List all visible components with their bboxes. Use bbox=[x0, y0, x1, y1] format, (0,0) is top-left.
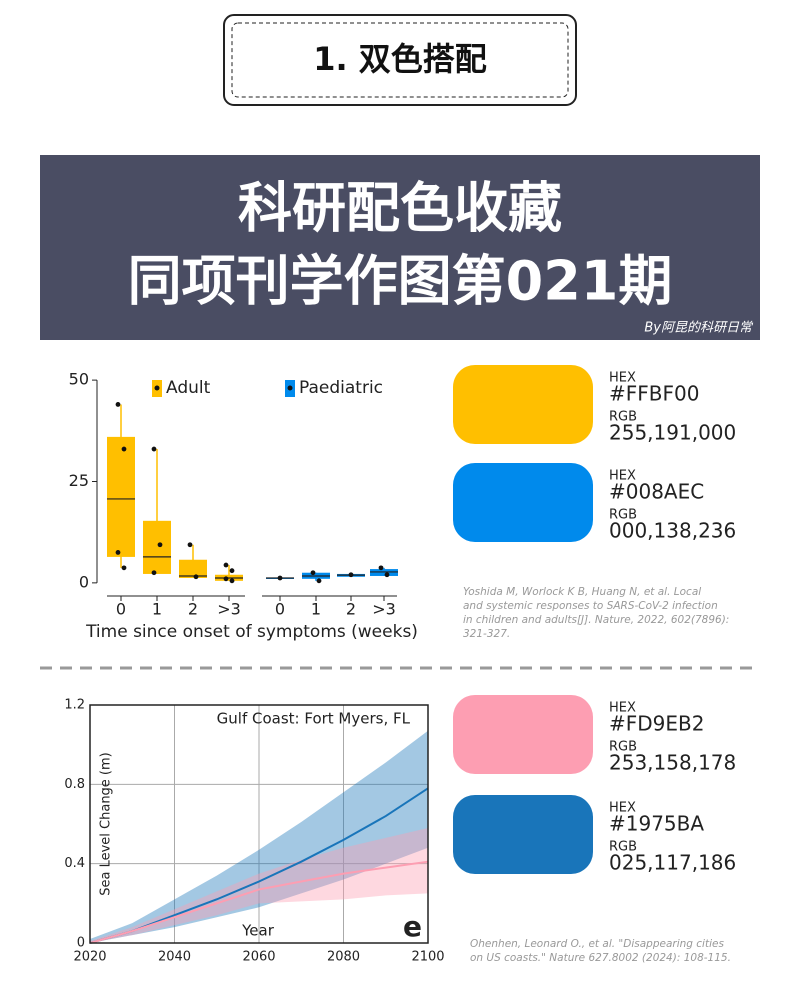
rgb-label: RGB bbox=[609, 840, 637, 855]
y-axis-title: Sea Level Change (m) bbox=[99, 752, 114, 896]
citation: on US coasts." Nature 627.8002 (2024): 1… bbox=[470, 952, 731, 964]
rgb-label: RGB bbox=[609, 410, 637, 425]
point bbox=[229, 578, 235, 584]
point bbox=[121, 446, 127, 452]
rgb-label: RGB bbox=[609, 508, 637, 523]
x-tick-label: >3 bbox=[372, 600, 396, 619]
panel-letter: e bbox=[403, 910, 422, 943]
point bbox=[316, 578, 322, 584]
hex-label: HEX bbox=[609, 371, 636, 386]
point bbox=[115, 402, 121, 407]
citation: in children and adults[J]. Nature, 2022,… bbox=[463, 614, 729, 626]
box bbox=[107, 436, 135, 557]
x-tick-label: 2100 bbox=[411, 950, 444, 965]
box bbox=[179, 559, 207, 578]
x-tick-label: 2020 bbox=[73, 950, 106, 965]
hex-value: #FFBF00 bbox=[609, 382, 699, 406]
color-swatch bbox=[453, 795, 593, 874]
point bbox=[193, 574, 199, 580]
point bbox=[223, 562, 229, 568]
banner-line: 科研配色收藏 bbox=[238, 177, 562, 240]
x-tick-label: 2 bbox=[346, 600, 356, 619]
point bbox=[151, 570, 157, 576]
x-axis-title: Year bbox=[241, 922, 275, 940]
uncertainty-band bbox=[90, 730, 428, 943]
line bbox=[89, 860, 429, 944]
x-axis-title: Time since onset of symptoms (weeks) bbox=[85, 622, 418, 642]
banner-credit: By阿昆的科研日常 bbox=[644, 321, 754, 336]
citation: Ohenhen, Leonard O., et al. "Disappearin… bbox=[470, 938, 724, 950]
x-tick-label: >3 bbox=[217, 600, 241, 619]
point bbox=[115, 550, 121, 555]
x-tick-label: 2080 bbox=[327, 950, 360, 965]
citation: 321-327. bbox=[463, 628, 510, 640]
banner bbox=[40, 155, 760, 340]
point bbox=[378, 565, 384, 571]
color-swatch bbox=[453, 365, 593, 444]
y-tick-label: 1.2 bbox=[64, 698, 85, 713]
point bbox=[157, 542, 163, 548]
hex-value: #1975BA bbox=[609, 812, 704, 836]
point bbox=[223, 576, 229, 582]
y-tick-label: 0.4 bbox=[64, 856, 85, 871]
x-tick-label: 0 bbox=[116, 600, 126, 619]
plot-frame bbox=[89, 704, 429, 944]
hex-value: #FD9EB2 bbox=[609, 712, 704, 736]
y-tick-label: 0 bbox=[79, 572, 89, 591]
legend-dot bbox=[287, 385, 293, 391]
header-title: 1. 双色搭配 bbox=[313, 40, 487, 78]
legend-dot bbox=[154, 385, 160, 391]
citation: Yoshida M, Worlock K B, Huang N, et al. … bbox=[463, 586, 701, 598]
legend-label: Adult bbox=[166, 378, 211, 398]
x-tick-label: 1 bbox=[152, 600, 162, 619]
point bbox=[277, 575, 283, 581]
header-box bbox=[223, 14, 577, 106]
point bbox=[187, 542, 193, 548]
y-tick-label: 0.8 bbox=[64, 777, 85, 792]
box bbox=[370, 569, 398, 576]
rgb-value: 253,158,178 bbox=[609, 751, 736, 775]
hex-label: HEX bbox=[609, 701, 636, 716]
x-tick-label: 2 bbox=[188, 600, 198, 619]
point bbox=[151, 446, 157, 452]
x-tick-label: 1 bbox=[311, 600, 321, 619]
banner-line: 同项刊学作图第021期 bbox=[128, 250, 673, 313]
point bbox=[310, 570, 316, 576]
box bbox=[143, 520, 171, 574]
y-tick-label: 0 bbox=[77, 936, 85, 951]
legend-label: Paediatric bbox=[299, 378, 383, 398]
hex-value: #008AEC bbox=[609, 480, 704, 504]
y-tick-label: 25 bbox=[69, 471, 89, 490]
rgb-value: 255,191,000 bbox=[609, 421, 736, 445]
point bbox=[384, 572, 390, 578]
hex-label: HEX bbox=[609, 801, 636, 816]
x-tick-label: 0 bbox=[275, 600, 285, 619]
point bbox=[121, 565, 127, 571]
rgb-value: 000,138,236 bbox=[609, 519, 736, 543]
x-tick-label: 2060 bbox=[242, 950, 275, 965]
color-swatch bbox=[453, 463, 593, 542]
y-tick-label: 50 bbox=[69, 370, 89, 389]
rgb-label: RGB bbox=[609, 740, 637, 755]
citation: and systemic responses to SARS-CoV-2 inf… bbox=[463, 600, 718, 612]
header-dash bbox=[231, 22, 569, 98]
annotation: Gulf Coast: Fort Myers, FL bbox=[217, 710, 411, 728]
point bbox=[229, 568, 235, 574]
color-swatch bbox=[453, 695, 593, 774]
hex-label: HEX bbox=[609, 469, 636, 484]
point bbox=[348, 572, 354, 578]
rgb-value: 025,117,186 bbox=[609, 851, 736, 875]
x-tick-label: 2040 bbox=[158, 950, 191, 965]
